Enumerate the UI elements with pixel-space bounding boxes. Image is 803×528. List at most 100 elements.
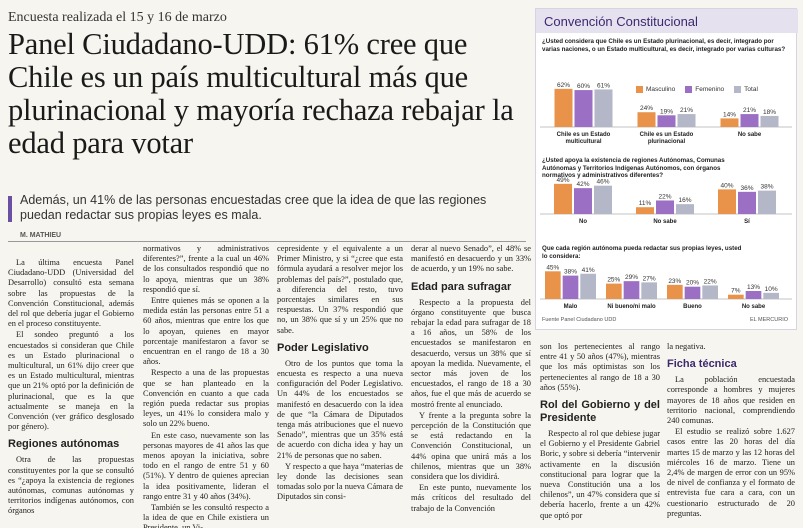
deck-accent-bar xyxy=(8,196,12,222)
column-3: cepresidente y el equivalente a un Prime… xyxy=(277,244,403,504)
data-label: 25% xyxy=(607,277,620,284)
paragraph: normativos y administrativos diferentes?… xyxy=(143,244,269,294)
paragraph: Otro de los puntos que toma la encuesta … xyxy=(277,358,403,460)
data-label: 19% xyxy=(660,108,673,115)
data-label: 27% xyxy=(643,275,656,282)
paragraph: Respecto a una de las propuestas que se … xyxy=(143,368,269,429)
bar xyxy=(677,114,696,127)
bar xyxy=(667,284,683,299)
divider xyxy=(8,241,526,242)
legend-item-masculino: Masculino xyxy=(636,86,675,93)
paragraph: Respecto a la propuesta del órgano const… xyxy=(411,297,531,409)
bar xyxy=(574,188,592,214)
paragraph: La población encuestada corresponde a ho… xyxy=(667,375,795,426)
data-label: 24% xyxy=(640,105,653,112)
paragraph: También se les consultó respecto a la id… xyxy=(143,503,269,528)
category-label: No xyxy=(579,219,587,225)
data-label: 45% xyxy=(546,264,559,271)
chart-question-1: ¿Usted considera que Chile es un Estado … xyxy=(542,38,786,53)
data-label: 11% xyxy=(639,200,652,207)
bar xyxy=(636,207,654,214)
bar xyxy=(745,291,762,299)
subhead: Poder Legislativo xyxy=(277,341,369,354)
data-label: 36% xyxy=(740,185,753,192)
data-label: 38% xyxy=(760,184,773,191)
data-label: 21% xyxy=(743,107,756,114)
data-label: 7% xyxy=(731,288,741,295)
subhead: Rol del Gobierno y del Presidente xyxy=(540,399,660,425)
data-label: 21% xyxy=(680,107,693,114)
paragraph: Y respecto a que haya “materias de ley d… xyxy=(277,461,403,502)
data-label: 20% xyxy=(686,280,699,287)
column-5: son los pertenecientes al rango entre 41… xyxy=(540,342,660,522)
bar xyxy=(720,118,739,127)
paragraph: El estudio se realizó sobre 1.627 casos … xyxy=(667,427,795,518)
bar xyxy=(562,275,579,299)
column-1: La última encuesta Panel Ciudadano-UDD (… xyxy=(8,258,134,518)
legend-item-femenino: Femenino xyxy=(685,86,724,93)
bar xyxy=(594,185,612,214)
chart-question-3: Que cada región autónoma pueda redactar … xyxy=(542,245,742,260)
data-label: 62% xyxy=(557,82,570,89)
chart-panel: Convención Constitucional ¿Usted conside… xyxy=(535,8,798,330)
paragraph: Entre quienes más se oponen a la medida … xyxy=(143,296,269,367)
paragraph: La última encuesta Panel Ciudadano-UDD (… xyxy=(8,258,134,329)
data-label: 13% xyxy=(747,284,760,291)
column-4: derar al nuevo Senado”, el 48% se manife… xyxy=(411,244,531,515)
category-label: Chile es un Estado multicultural xyxy=(557,132,611,145)
data-label: 14% xyxy=(723,111,736,118)
source-note: Fuente Panel Ciudadano UDD xyxy=(542,317,617,323)
bar xyxy=(594,89,613,127)
bar xyxy=(702,285,718,299)
credit: EL MERCURIO xyxy=(750,317,788,323)
bar xyxy=(740,114,759,127)
bar xyxy=(580,273,596,299)
headline: Panel Ciudadano-UDD: 61% cree que Chile … xyxy=(8,27,514,160)
category-label: No sabe xyxy=(653,219,677,225)
chart-legend: Masculino Femenino Total xyxy=(636,86,758,93)
bar xyxy=(763,292,779,299)
paragraph: derar al nuevo Senado”, el 48% se manife… xyxy=(411,244,531,274)
bar-charts: 62% 60% 61% Chile es un Estado multicultural… xyxy=(540,82,792,310)
bar xyxy=(758,190,776,214)
paragraph: Y frente a la pregunta sobre la percepci… xyxy=(411,410,531,482)
data-label: 40% xyxy=(720,182,733,189)
paragraph: Otra de las propuestas constituyentes po… xyxy=(8,455,134,516)
bar xyxy=(760,115,779,127)
bar xyxy=(554,183,572,214)
category-label: Sí xyxy=(744,219,750,225)
deck: Además, un 41% de las personas encuestad… xyxy=(20,193,487,222)
paragraph: El sondeo preguntó a los encuestados si … xyxy=(8,330,134,432)
paragraph: Respecto al rol que debiese jugar el Gob… xyxy=(540,429,660,520)
data-label: 10% xyxy=(765,286,778,293)
bar xyxy=(738,191,756,214)
data-label: 46% xyxy=(596,179,609,186)
category-label: Chile es un Estado plurinacional xyxy=(640,132,694,145)
paragraph: cepresidente y el equivalente a un Prime… xyxy=(277,244,403,335)
bar xyxy=(545,271,561,299)
category-label: No sabe xyxy=(738,132,762,138)
subhead: Edad para sufragar xyxy=(411,280,512,293)
bar xyxy=(606,283,622,299)
data-label: 38% xyxy=(564,269,577,276)
data-label: 42% xyxy=(576,181,589,188)
panel-title: Convención Constitucional xyxy=(536,9,798,33)
category-label: No sabe xyxy=(742,304,766,310)
data-label: 18% xyxy=(763,109,776,116)
paragraph: son los pertenecientes al rango entre 41… xyxy=(540,342,660,392)
data-label: 49% xyxy=(556,177,569,184)
bar xyxy=(623,281,640,299)
subhead: Regiones autónomas xyxy=(8,438,120,451)
bar xyxy=(656,200,674,214)
bar xyxy=(554,88,573,127)
bar xyxy=(718,189,736,214)
paragraph: la negativa. xyxy=(667,342,706,351)
chart-question-2: ¿Usted apoya la existencia de regiones A… xyxy=(542,157,725,180)
bar xyxy=(637,112,656,127)
data-label: 61% xyxy=(597,82,610,89)
data-label: 60% xyxy=(577,83,590,90)
bar xyxy=(684,286,701,299)
bar xyxy=(574,90,593,127)
byline: M. MATHIEU xyxy=(20,232,62,239)
paragraph: En este punto, nuevamente los más crític… xyxy=(411,483,531,513)
